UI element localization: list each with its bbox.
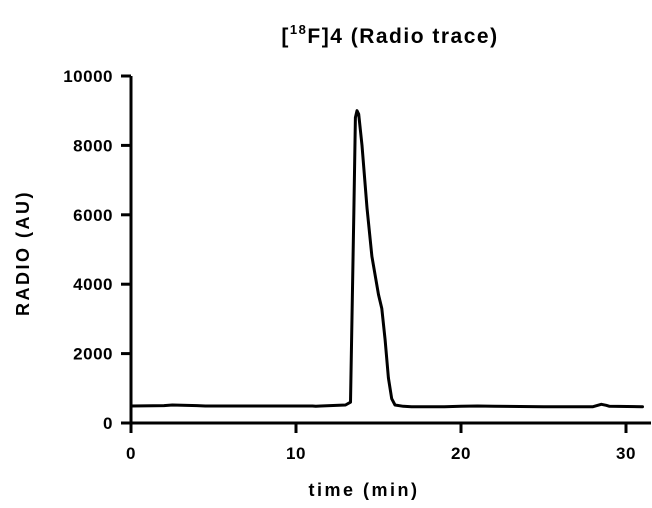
y-tick-label: 4000 <box>73 275 113 294</box>
y-axis-title: RADIO (AU) <box>13 190 33 316</box>
title-prefix: [ <box>281 25 290 48</box>
x-tick-label: 20 <box>451 444 471 463</box>
y-tick-label: 2000 <box>73 345 113 364</box>
x-tick-label: 30 <box>616 444 636 463</box>
x-tick-label: 10 <box>286 444 306 463</box>
x-axis-title: time (min) <box>308 480 419 500</box>
chart-title: [18F]4 (Radio trace) <box>281 22 498 48</box>
radio-trace-line <box>129 109 644 409</box>
y-ticks: 0 2000 4000 6000 8000 10000 <box>63 67 131 433</box>
title-suffix: F]4 (Radio trace) <box>307 25 498 48</box>
y-tick-label: 8000 <box>73 136 113 155</box>
x-ticks: 0 10 20 30 <box>126 423 636 463</box>
title-superscript: 18 <box>290 22 307 37</box>
y-tick-label: 10000 <box>63 67 113 86</box>
y-tick-label: 0 <box>103 414 113 433</box>
y-tick-label: 6000 <box>73 206 113 225</box>
x-tick-label: 0 <box>126 444 136 463</box>
